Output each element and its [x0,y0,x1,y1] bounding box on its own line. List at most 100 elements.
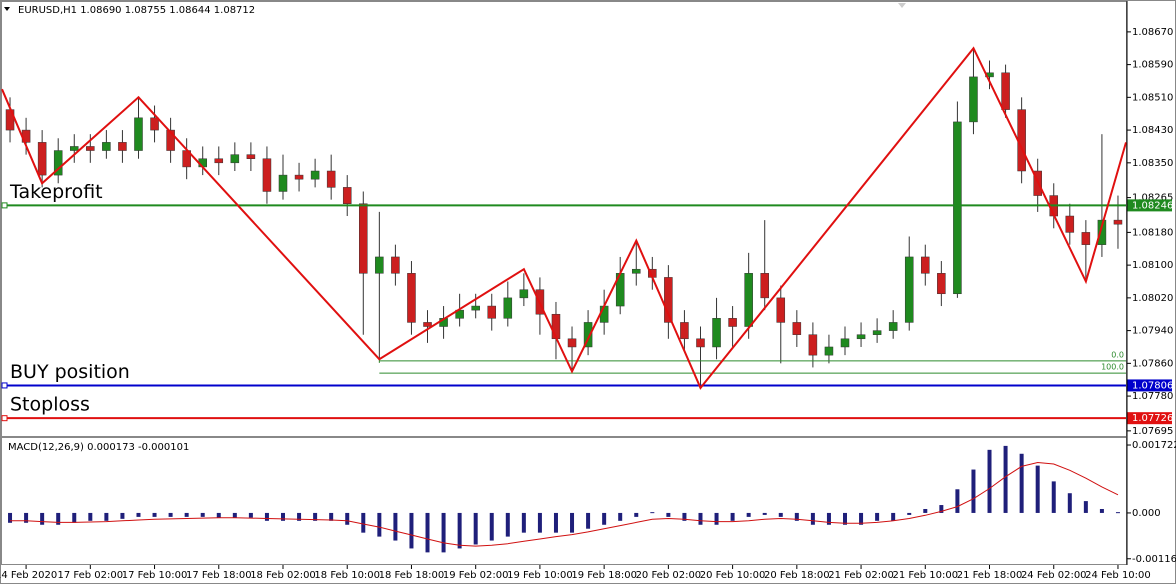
candle-body [776,297,786,323]
candle-body [856,334,866,340]
candle-body [53,150,63,176]
macd-bar [216,512,221,518]
candle-body [808,334,818,356]
y-tick-label: 1.08670 [1132,27,1173,38]
x-tick-label: 19 Feb 10:00 [507,570,573,581]
x-tick-label: 17 Feb 10:00 [122,570,188,581]
x-tick-label: 19 Feb 18:00 [571,570,637,581]
y-tick-label: -0.001162 [1132,554,1176,565]
macd-bar [425,512,430,553]
macd-bar [714,512,719,525]
candle-body [359,203,368,274]
signal-line [10,461,1119,547]
macd-bar [859,512,864,525]
macd-bar [361,512,366,533]
level-price: 1.08246 [1132,200,1173,211]
candle-body [375,256,384,274]
candle-body [792,322,802,335]
level-price-box [1127,379,1172,392]
candle-body [310,170,320,180]
y-tick-label: 1.07695 [1132,426,1173,437]
macd-bar [698,512,703,525]
candle-body [872,330,882,335]
candle-body [86,146,95,151]
x-tick-label: 20 Feb 10:00 [700,570,766,581]
macd-bar [200,512,205,517]
macd-bar [8,512,13,523]
x-tick-label: 19 Feb 02:00 [443,570,509,581]
y-tick-label: 1.08020 [1132,293,1173,304]
candle-body [166,129,175,151]
macd-bar [602,512,607,525]
macd-bar [72,512,77,523]
scroll-marker [898,3,906,8]
candle-body [326,170,336,188]
candle-body [599,305,609,323]
symbol-header: EURUSD,H1 1.08690 1.08755 1.08644 1.0871… [18,5,255,16]
x-tick-label: 18 Feb 18:00 [379,570,445,581]
macd-bar [521,512,526,533]
candle-body [1113,219,1123,225]
y-tick-label: 1.08430 [1132,125,1173,136]
y-tick-label: 1.08510 [1132,92,1173,103]
macd-bar [473,512,478,545]
macd-bar [264,512,269,521]
candle-body [664,277,673,323]
level-handle [1,382,8,389]
candle-body [503,297,513,319]
macd-bar [1099,508,1104,513]
macd-bar [843,512,847,525]
macd-bar [891,512,896,521]
candle-body [37,142,47,176]
candle-body [953,121,962,295]
candle-body [230,154,240,164]
macd-bar [971,469,976,513]
y-tick-label: 1.07860 [1132,358,1173,369]
y-tick-label: 1.08180 [1132,227,1173,238]
macd-bar [810,512,815,525]
macd-bar [682,512,687,521]
macd-header: MACD(12,26,9) 0.000173 -0.000101 [8,442,189,453]
candle-body [246,154,256,159]
macd-bar [136,512,141,517]
macd-bar [618,512,623,521]
candle-body [278,174,288,192]
macd-bar [794,512,799,521]
macd-bar [1035,465,1040,513]
candle-body [471,305,480,311]
macd-bar [762,512,767,515]
macd-bar [120,512,125,519]
candle-body [423,322,432,327]
candle-body [214,158,224,164]
x-tick-label: 21 Feb 18:00 [957,570,1023,581]
y-tick-label: 0.001722 [1132,440,1176,451]
macd-bar [441,512,446,553]
macd-bar [409,512,414,549]
candle-body [1001,72,1010,110]
macd-bar [875,512,880,521]
x-tick-label: 18 Feb 02:00 [250,570,316,581]
candle-body [487,305,497,319]
macd-bar [168,512,173,517]
level-handle [1,202,8,209]
macd-bar [1083,501,1088,513]
y-tick-label: 1.07940 [1132,326,1173,337]
macd-bar [489,512,494,541]
macd-bar [939,505,944,513]
y-tick-label: 1.08265 [1132,193,1173,204]
candle-body [888,322,898,331]
level-name: BUY position [10,361,130,383]
candle-body [728,318,737,327]
macd-bar [586,512,591,529]
y-tick-label: 1.07780 [1132,391,1173,402]
candle-body [134,117,143,151]
macd-bar [313,512,318,521]
candle-body [631,268,641,274]
y-tick-label: 1.08590 [1132,60,1173,71]
menu-arrow[interactable] [4,7,10,11]
macd-bar [553,512,558,533]
y-tick-label: 1.08100 [1132,260,1173,271]
macd-bar [457,512,462,549]
